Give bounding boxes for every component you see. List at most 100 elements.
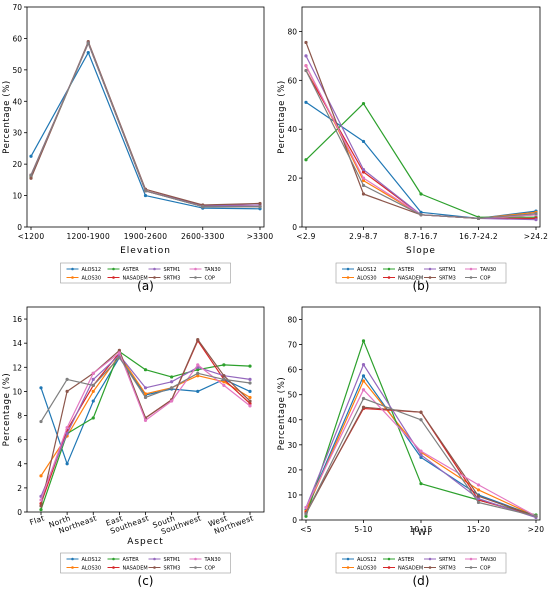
x-axis-label: Aspect xyxy=(127,537,164,547)
x-tick-label: >20 xyxy=(528,525,545,534)
data-point-cop xyxy=(196,371,200,375)
data-point-cop xyxy=(419,418,423,422)
y-tick-label: 70 xyxy=(287,341,297,350)
data-point-alos12 xyxy=(29,154,33,158)
data-point-srtm3 xyxy=(361,192,366,196)
data-point-aster xyxy=(170,375,174,379)
chart-panel-1: 0 10 20 30 40 50 60 70 Percentage (%) <1200 1200-1… xyxy=(2,3,273,293)
series-line-aster xyxy=(305,102,536,218)
series-line-cop xyxy=(40,357,251,422)
panel-label: (a) xyxy=(137,279,154,293)
x-tick-label: 16.7-24.2 xyxy=(459,232,498,241)
data-point-srtm3 xyxy=(258,201,262,206)
data-point-srtm1 xyxy=(361,167,366,172)
data-point-alos30 xyxy=(361,178,366,183)
x-tick-label: 15-20 xyxy=(467,525,490,534)
legend-marker-tan30 xyxy=(194,557,197,561)
data-point-cop xyxy=(170,386,174,390)
data-point-cop xyxy=(258,204,262,209)
legend-box xyxy=(335,262,507,284)
legend-marker-alos12 xyxy=(71,267,74,271)
legend-box xyxy=(60,262,231,284)
legend-entry: ASTER xyxy=(123,267,140,273)
series-line-aster xyxy=(30,42,260,208)
legend-entry: TAN30 xyxy=(204,557,221,563)
data-point-tan30 xyxy=(304,64,308,68)
y-tick-label: 0 xyxy=(17,508,22,517)
data-point-alos30 xyxy=(39,474,43,478)
y-axis-label: Percentage (%) xyxy=(2,373,12,447)
x-axis-label: Elevation xyxy=(120,246,171,256)
data-point-cop xyxy=(304,68,308,73)
data-point-cop xyxy=(143,189,148,193)
x-tick-label: 1900-2600 xyxy=(124,232,168,241)
data-point-srtm1 xyxy=(419,453,423,457)
y-tick-label: 10 xyxy=(12,387,22,396)
legend-entry: SRTM1 xyxy=(439,267,456,273)
series-line-srtm3 xyxy=(30,40,261,206)
data-point-srtm3 xyxy=(248,399,252,403)
legend-marker-srtm3 xyxy=(428,566,432,569)
data-point-srtm1 xyxy=(91,377,95,381)
legend-entry: COP xyxy=(205,566,215,572)
data-point-tan30 xyxy=(196,363,200,367)
data-point-tan30 xyxy=(170,399,174,403)
legend-marker-nasadem xyxy=(387,566,391,569)
legend-marker-nasadem xyxy=(387,276,391,279)
y-tick-label: 20 xyxy=(12,160,22,169)
data-point-alos30 xyxy=(476,488,481,492)
legend-entry: SRTM1 xyxy=(164,267,181,273)
data-point-aster xyxy=(196,368,200,372)
legend: ALOS12 ASTER SRTM1 TAN30 ALOS30 NASADEM SRTM3 C… xyxy=(335,552,507,574)
legend-entry: TAN30 xyxy=(479,557,496,563)
series-line-cop xyxy=(30,42,260,208)
data-point-tan30 xyxy=(117,351,121,355)
legend-marker-aster xyxy=(112,557,115,561)
x-axis-label: Slope xyxy=(406,246,436,256)
legend-entry: NASADEM xyxy=(123,566,148,572)
data-point-srtm1 xyxy=(143,386,148,390)
legend-marker-cop xyxy=(469,276,473,279)
y-tick-label: 10 xyxy=(287,491,297,500)
legend-entry: TAN30 xyxy=(479,267,496,273)
data-point-srtm1 xyxy=(476,497,481,501)
data-point-srtm1 xyxy=(304,54,308,58)
data-point-alos12 xyxy=(196,389,200,394)
data-point-alos30 xyxy=(248,395,252,400)
data-point-nasadem xyxy=(361,170,366,174)
series-line-alos30 xyxy=(30,42,260,208)
data-point-alos30 xyxy=(196,374,200,378)
data-point-srtm1 xyxy=(534,218,538,222)
legend-entry: ASTER xyxy=(398,267,415,273)
y-tick-label: 80 xyxy=(287,316,297,325)
y-tick-label: 14 xyxy=(12,339,22,348)
data-point-cop xyxy=(39,419,43,424)
legend-marker-nasadem xyxy=(112,566,115,569)
data-point-nasadem xyxy=(248,401,252,406)
legend-entry: COP xyxy=(480,566,490,572)
legend-marker-alos12 xyxy=(346,267,350,271)
data-point-cop xyxy=(476,216,481,221)
data-point-tan30 xyxy=(248,404,252,408)
data-point-aster xyxy=(304,158,308,162)
series-line-nasadem xyxy=(305,70,536,219)
legend-marker-alos30 xyxy=(346,276,350,279)
data-point-srtm3 xyxy=(65,389,69,394)
data-point-srtm1 xyxy=(170,380,174,384)
legend-entry: ASTER xyxy=(123,557,140,563)
data-point-aster xyxy=(419,482,423,486)
y-tick-label: 12 xyxy=(12,363,22,372)
panel-label: (c) xyxy=(138,574,154,588)
x-tick-label: 5-10 xyxy=(354,525,372,534)
y-tick-label: 0 xyxy=(292,223,297,232)
data-point-alos30 xyxy=(361,379,366,383)
legend-entry: ALOS30 xyxy=(82,276,102,282)
legend-entry: COP xyxy=(480,276,490,282)
y-tick-label: 30 xyxy=(12,129,22,138)
y-tick-label: 4 xyxy=(17,460,22,469)
data-point-cop xyxy=(222,377,226,381)
legend: ALOS12 ASTER SRTM1 TAN30 ALOS30 NASADEM SRTM3 C… xyxy=(60,262,231,284)
y-tick-label: 60 xyxy=(287,366,297,375)
legend-marker-aster xyxy=(112,267,115,271)
